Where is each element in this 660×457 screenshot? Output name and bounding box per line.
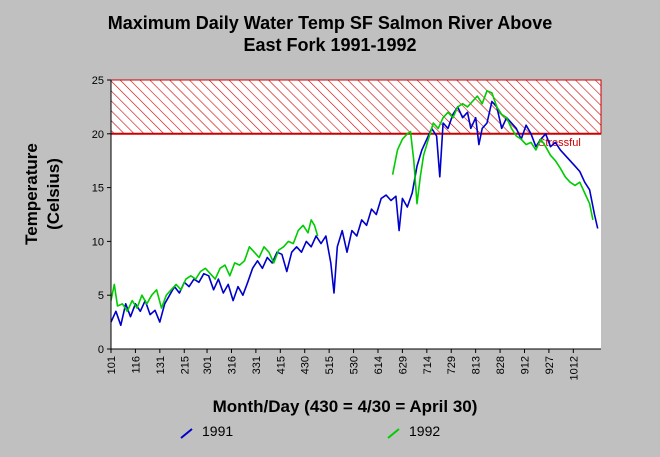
x-tick-label: 530 <box>349 356 361 374</box>
legend-label-1991: 1991 <box>202 423 234 439</box>
chart-title: Maximum Daily Water Temp SF Salmon River… <box>0 12 660 56</box>
stressful-label: Stressful <box>538 137 581 149</box>
x-tick-label: 515 <box>324 356 336 374</box>
x-tick-label: 614 <box>373 356 385 374</box>
y-tick-label: 10 <box>92 236 104 248</box>
x-axis-label: Month/Day (430 = 4/30 = April 30) <box>212 397 478 416</box>
x-tick-label: 101 <box>106 356 118 374</box>
x-tick-label: 714 <box>422 356 434 374</box>
chart-title-line-2: East Fork 1991-1992 <box>243 35 417 55</box>
x-tick-label: 316 <box>226 356 238 374</box>
x-tick-label: 828 <box>495 356 507 374</box>
x-tick-label: 116 <box>130 356 142 374</box>
series-line-1992 <box>111 90 594 313</box>
x-tick-label: 927 <box>544 356 556 374</box>
legend-item-1992: 1992 <box>387 423 441 440</box>
x-tick-label: 629 <box>397 356 409 374</box>
y-axis-label: Temperature (Celsius) <box>21 94 65 294</box>
chart-title-line-1: Maximum Daily Water Temp SF Salmon River… <box>107 13 553 33</box>
x-tick-label: 415 <box>275 356 287 374</box>
y-axis-label-line-2: (Celsius) <box>44 158 63 230</box>
y-tick-label: 15 <box>92 183 104 195</box>
x-tick-label: 131 <box>155 356 167 374</box>
x-tick-label: 301 <box>202 356 214 374</box>
legend-item-1991: 1991 <box>180 423 234 440</box>
x-tick-label: 215 <box>179 356 191 374</box>
y-tick-label: 20 <box>92 129 104 141</box>
legend-swatch-1991 <box>180 428 193 440</box>
x-tick-label: 430 <box>300 356 312 374</box>
x-tick-label: 1012 <box>568 356 580 380</box>
x-tick-label: 912 <box>519 356 531 374</box>
stressful-zone <box>110 79 602 135</box>
y-tick-label: 5 <box>98 290 104 302</box>
legend-label-1992: 1992 <box>409 423 441 439</box>
y-tick-label: 0 <box>98 344 104 356</box>
legend-swatch-1992 <box>387 428 400 440</box>
y-tick-label: 25 <box>92 75 104 87</box>
x-tick-label: 729 <box>446 356 458 374</box>
series-line-1991 <box>111 100 599 327</box>
x-tick-label: 331 <box>251 356 263 374</box>
x-tick-label: 813 <box>471 356 483 374</box>
y-axis-label-line-1: Temperature <box>22 143 41 245</box>
